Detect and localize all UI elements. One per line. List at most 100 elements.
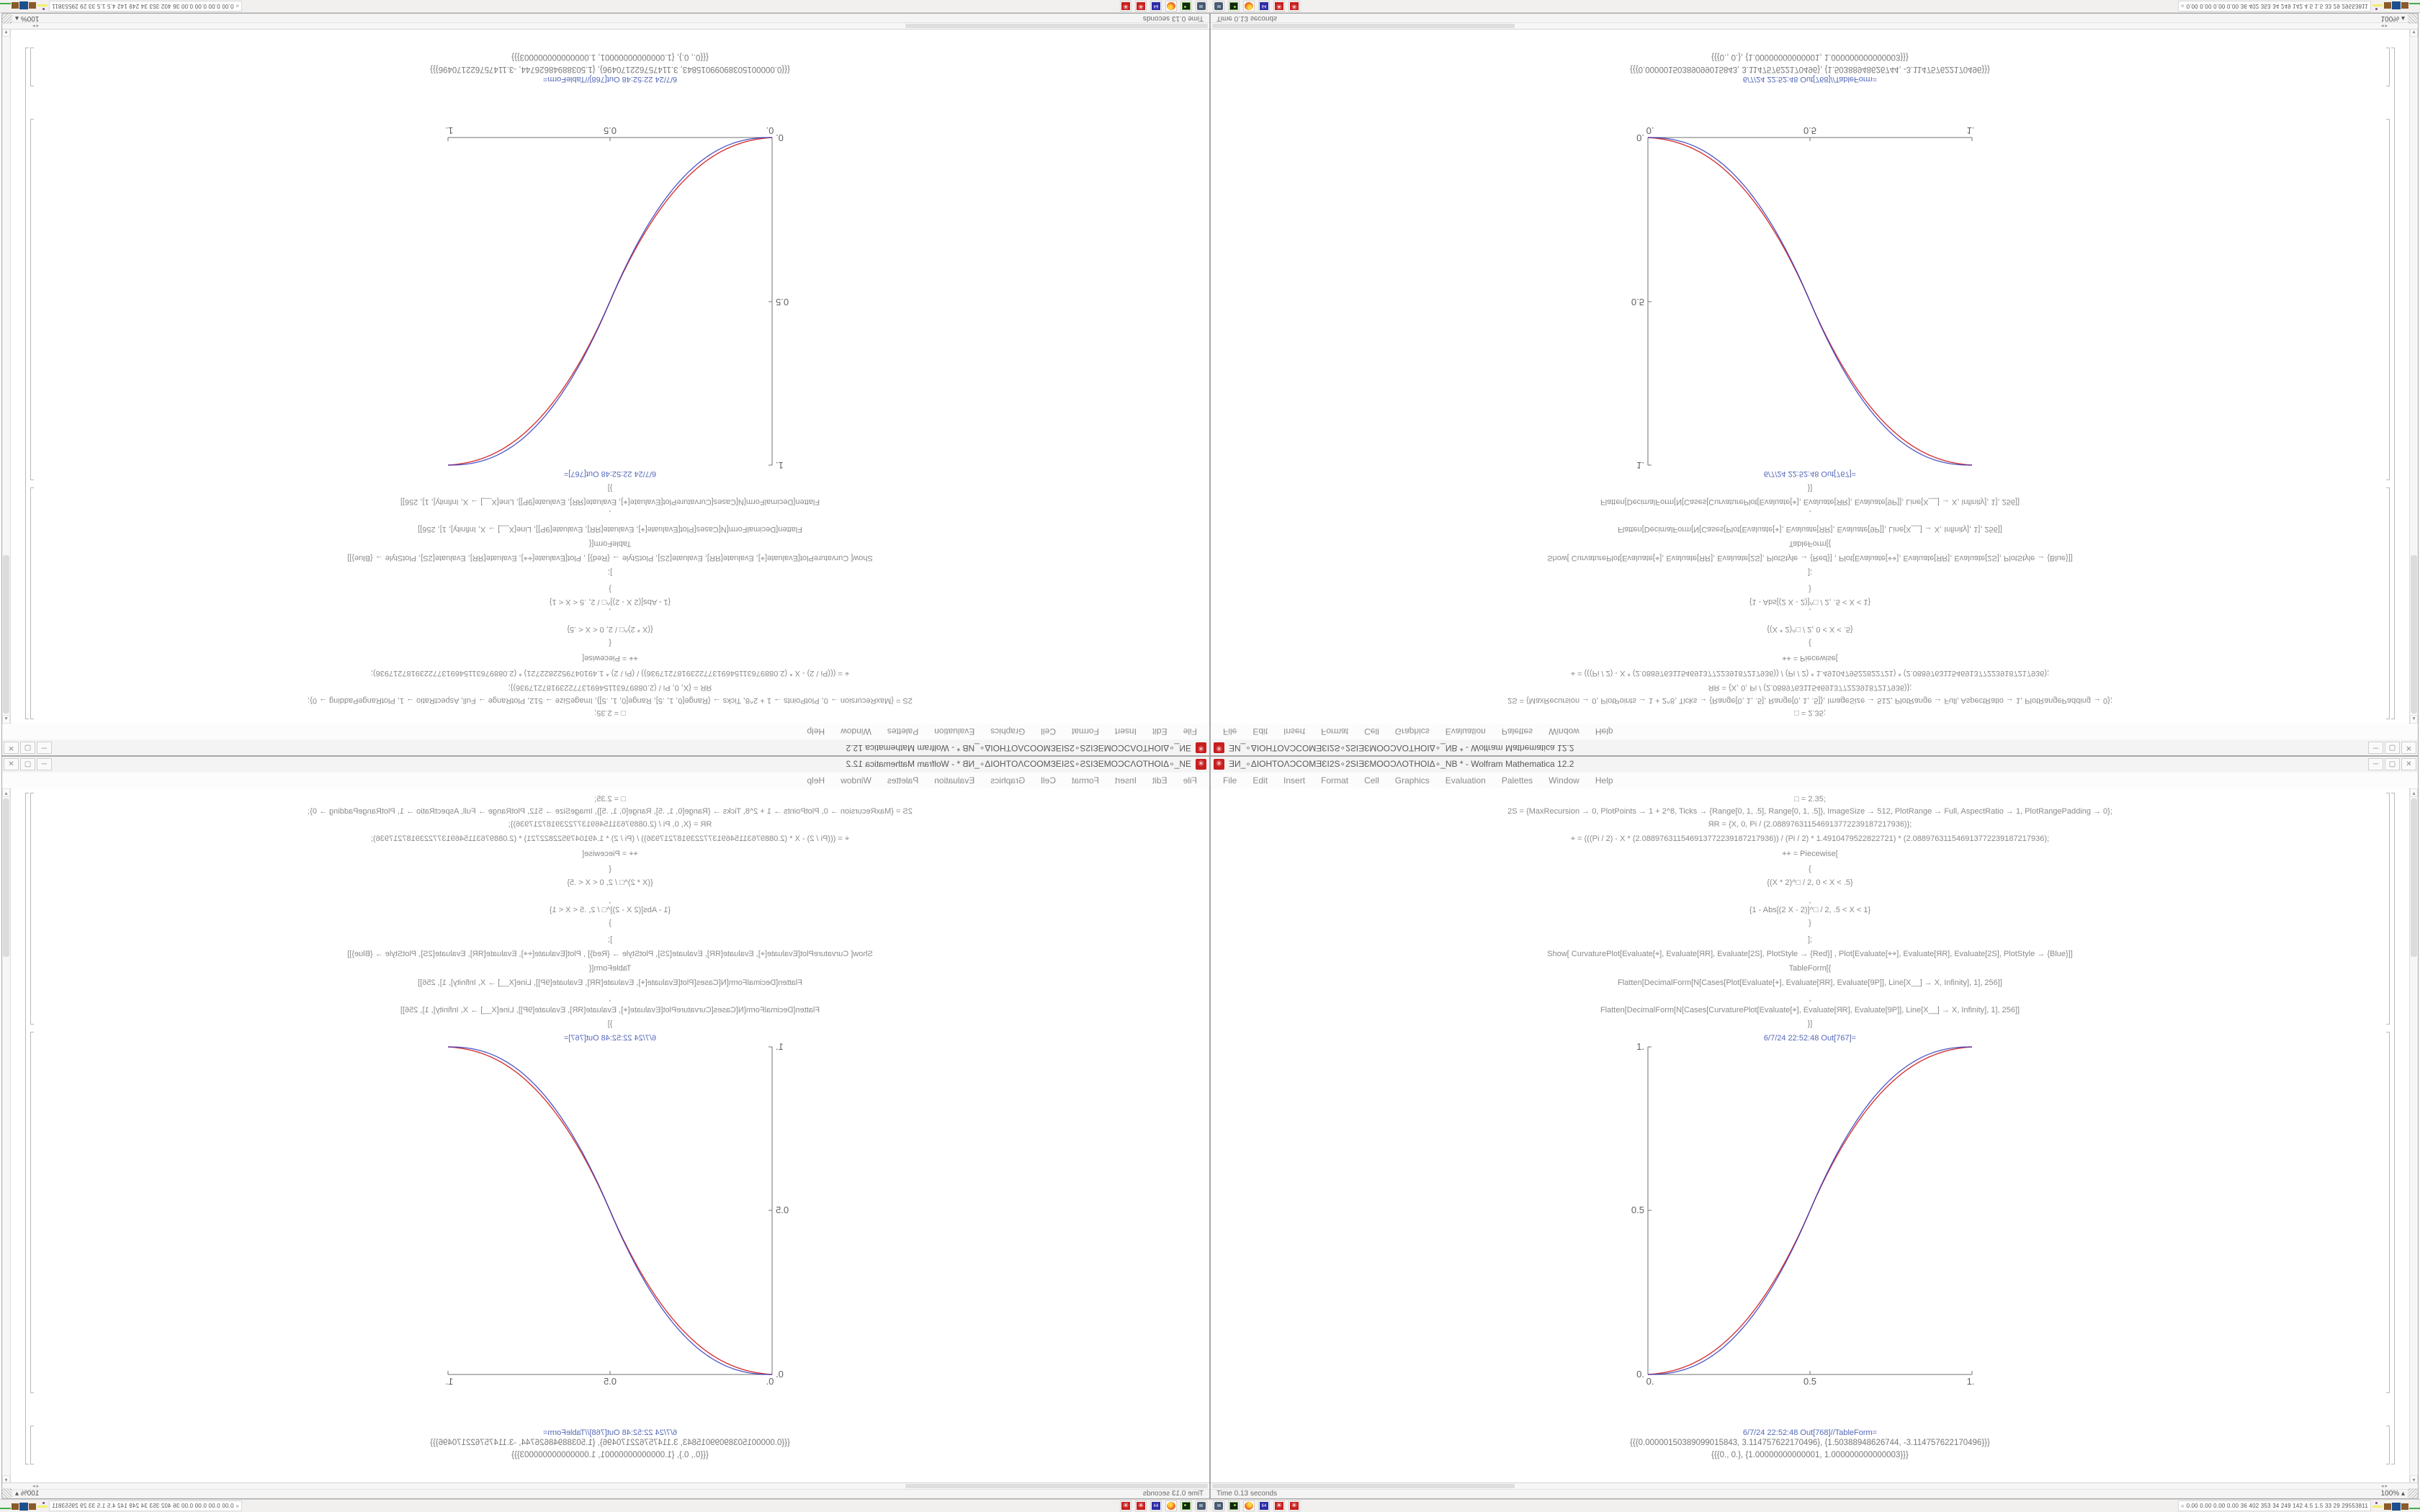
close-button[interactable]: ✕ [4,742,19,754]
code-line[interactable]: {(X * 2)^□ / 2, 0 < X < .5} [567,625,653,634]
title-bar[interactable]: ✳ ƎИ_∘ΔIOHTOΛƆCOMƎƐI2S∘2SIƎƐMOOƆΛOTHOIΔ∘… [2,757,1209,773]
code-line[interactable]: } [1809,919,1811,927]
floppy-64-icon[interactable]: 64 [1150,1,1162,12]
vertical-scrollbar[interactable]: ▴ ▾ [2,28,11,724]
gear-icon[interactable]: ✳ [1135,1,1147,12]
scroll-up-icon[interactable]: ▴ [2410,715,2418,724]
menu-evaluation[interactable]: Evaluation [934,726,975,737]
menu-graphics[interactable]: Graphics [990,775,1026,786]
menu-palettes[interactable]: Palettes [887,726,919,737]
code-line[interactable]: 2S = {MaxRecursion → 0, PlotPoints → 1 +… [1507,807,2112,816]
menu-graphics[interactable]: Graphics [990,726,1026,737]
code-line[interactable]: ЯR = {X, 0, Pi / (2.08897631154691377223… [1708,683,1912,692]
system-tray[interactable]: « 0.00 0.00 0.00 0.00 36 402 353 34 249 … [2178,1500,2371,1511]
menu-window[interactable]: Window [1549,726,1579,737]
code-line[interactable]: Flatten[DecimalForm[N[Cases[Plot[Evaluat… [418,978,802,987]
code-line[interactable]: } [609,919,611,927]
tray-chevron-icon[interactable]: « [2181,1503,2184,1509]
menu-format[interactable]: Format [1321,726,1349,737]
cell-bracket-plot-output[interactable] [30,119,34,480]
code-line[interactable]: { [609,865,611,873]
code-line[interactable]: Show[ CurvaturePlot[Evaluate[⌖], Evaluat… [347,950,873,958]
menu-palettes[interactable]: Palettes [887,775,919,786]
notebook-content[interactable]: □ = 2.35; 2S = {MaxRecursion → 0, PlotPoi… [12,28,1209,724]
code-line[interactable]: □ = 2.35; [594,708,626,717]
code-line[interactable]: 2S = {MaxRecursion → 0, PlotPoints → 1 +… [308,807,913,816]
menu-edit[interactable]: Edit [1252,726,1268,737]
cell-bracket-table-output[interactable] [30,48,34,86]
menu-cell[interactable]: Cell [1041,726,1056,737]
resize-grip[interactable] [2408,1488,2418,1498]
menu-insert[interactable]: Insert [1283,775,1306,786]
cell-bracket-group[interactable] [25,48,29,719]
vertical-scrollbar[interactable]: ▴ ▾ [2,788,11,1484]
code-line[interactable]: Show[ CurvaturePlot[Evaluate[⌖], Evaluat… [1547,554,2073,562]
horizontal-scroll-thumb[interactable] [1212,24,1515,28]
gear-icon[interactable]: ✳ [1273,1,1285,12]
code-line[interactable]: {(X * 2)^□ / 2, 0 < X < .5} [1767,878,1853,887]
code-line[interactable]: 2S = {MaxRecursion → 0, PlotPoints → 1 +… [308,696,913,705]
code-line[interactable]: ⌖ = (((Pi / 2) - X * (2.0889763115469137… [370,669,850,678]
device-icon[interactable] [1228,1,1240,12]
code-line[interactable]: { [1809,639,1811,647]
menu-edit[interactable]: Edit [1152,726,1168,737]
code-line[interactable]: {1 - Abs[(2 X - 2)]^□ / 2, .5 < X < 1} [549,906,671,914]
close-button[interactable]: ✕ [2401,758,2416,770]
menu-file[interactable]: File [1183,775,1197,786]
resize-grip[interactable] [2,1488,12,1498]
menu-help[interactable]: Help [1595,726,1613,737]
scroll-up-icon[interactable]: ▴ [2,715,10,724]
close-button[interactable]: ✕ [4,758,19,770]
menu-format[interactable]: Format [1071,726,1099,737]
code-line[interactable]: 2S = {MaxRecursion → 0, PlotPoints → 1 +… [1507,696,2112,705]
gear-icon[interactable]: ✳ [1289,1,1300,12]
minimize-button[interactable]: ─ [2368,742,2383,754]
cell-bracket-input[interactable] [30,793,34,1025]
code-line[interactable]: , [609,994,611,1003]
code-line[interactable]: }] [607,484,613,492]
system-tray[interactable]: « 0.00 0.00 0.00 0.00 36 402 353 34 249 … [2178,1,2371,12]
scroll-up-icon[interactable]: ▴ [2410,788,2418,797]
cell-bracket-input[interactable] [2386,793,2390,1025]
floppy-64-icon[interactable]: 64 [1258,1,1270,12]
code-line[interactable]: { [1809,865,1811,873]
magnification-control[interactable]: 100% ▴ [2380,1490,2405,1498]
horizontal-scrollbar[interactable]: ◂▸ [2,22,1209,30]
vertical-scroll-thumb[interactable] [3,555,9,714]
gear-icon[interactable]: ✳ [1289,1500,1300,1511]
title-bar[interactable]: ✳ ƎИ_∘ΔIOHTOΛƆCOMƎƐI2S∘2SIƎƐMOOƆΛOTHOIΔ∘… [2,739,1209,755]
menu-evaluation[interactable]: Evaluation [1445,775,1486,786]
code-line[interactable]: } [1809,585,1811,593]
menu-insert[interactable]: Insert [1283,726,1306,737]
horizontal-scroll-arrows[interactable]: ◂▸ [31,1483,39,1489]
code-line[interactable]: ⌖⌖ = Piecewise[ [582,654,638,662]
scroll-up-icon[interactable]: ▴ [2,788,10,797]
menu-insert[interactable]: Insert [1114,726,1137,737]
code-line[interactable]: } [609,585,611,593]
menu-evaluation[interactable]: Evaluation [934,775,975,786]
firefox-icon[interactable] [1243,1500,1255,1511]
code-line[interactable]: ]; [1807,568,1813,577]
code-line[interactable]: ЯR = {X, 0, Pi / (2.08897631154691377223… [508,820,712,829]
cell-bracket-table-output[interactable] [2386,48,2390,86]
menu-format[interactable]: Format [1321,775,1349,786]
display-icon[interactable] [1213,1500,1224,1511]
code-line[interactable]: ⌖ = (((Pi / 2) - X * (2.0889763115469137… [1570,669,2050,678]
code-line[interactable]: }] [607,1020,613,1028]
code-line[interactable]: ЯR = {X, 0, Pi / (2.08897631154691377223… [508,683,712,692]
minimize-button[interactable]: ─ [2368,758,2383,770]
tray-chevron-icon[interactable]: « [236,1503,239,1509]
code-line[interactable]: {1 - Abs[(2 X - 2)]^□ / 2, .5 < X < 1} [1749,906,1871,914]
device-icon[interactable] [1180,1500,1192,1511]
menu-edit[interactable]: Edit [1252,775,1268,786]
horizontal-scroll-thumb[interactable] [905,1484,1208,1488]
vertical-scrollbar[interactable]: ▴ ▾ [2409,28,2418,724]
cell-bracket-input[interactable] [30,487,34,719]
maximize-button[interactable]: ▢ [20,742,35,754]
code-line[interactable]: Show[ CurvaturePlot[Evaluate[⌖], Evaluat… [1547,950,2073,958]
cell-bracket-table-output[interactable] [30,1426,34,1464]
horizontal-scroll-thumb[interactable] [1212,1484,1515,1488]
code-line[interactable]: , [1809,896,1811,905]
display-icon[interactable] [1196,1500,1207,1511]
code-line[interactable]: { [609,639,611,647]
